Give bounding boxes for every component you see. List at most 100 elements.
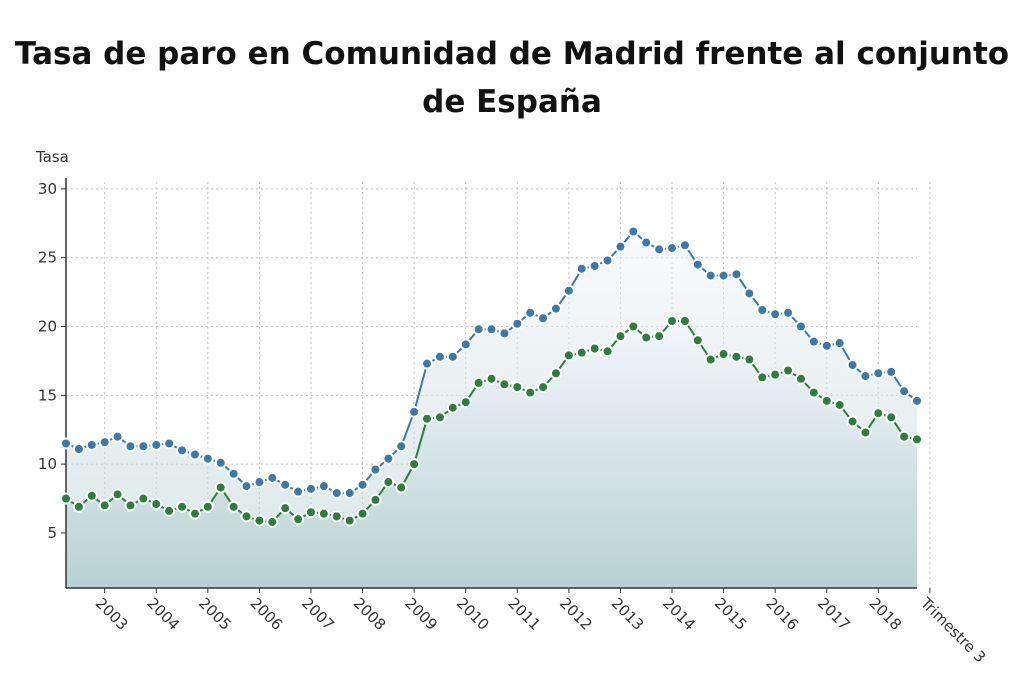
madrid-point [666,315,679,328]
madrid-point [240,510,253,523]
x-tick-label: 2005 [195,594,235,634]
madrid-point [730,350,743,363]
x-tick-label: Trimestre 3 [916,593,989,666]
spain-point [150,438,163,451]
madrid-point [717,348,730,361]
x-tick-label: 2010 [453,594,493,634]
y-axis-ticks: 5 10 15 20 25 30 [38,180,66,542]
madrid-point [511,381,524,394]
madrid-point [446,401,459,414]
spain-point [408,405,421,418]
series-points [60,225,923,528]
madrid-point [575,346,588,359]
madrid-point [756,371,769,384]
spain-point [717,269,730,282]
madrid-point [395,481,408,494]
x-tick-label: 2018 [865,594,905,634]
spain-point [846,359,859,372]
spain-point [730,268,743,281]
spain-point [898,385,911,398]
x-tick-label: 2007 [298,594,338,634]
x-tick-label: 2015 [711,594,751,634]
madrid-point [601,345,614,358]
x-tick-label: 2014 [659,594,699,634]
spain-point [472,323,485,336]
madrid-point [292,513,305,526]
spain-point [111,430,124,443]
spain-point [266,471,279,484]
madrid-point [898,430,911,443]
spain-point [446,350,459,363]
madrid-point [343,514,356,527]
y-tick-label: 15 [38,386,57,404]
x-tick-label: 2008 [350,594,390,634]
madrid-point [111,488,124,501]
madrid-point [266,515,279,528]
spain-point [176,444,189,457]
madrid-point [846,415,859,428]
spain-point [188,448,201,461]
madrid-point [98,499,111,512]
madrid-point [459,396,472,409]
y-tick-label: 30 [38,180,57,198]
madrid-point [382,476,395,489]
madrid-point [433,411,446,424]
x-tick-label: 2012 [556,594,596,634]
spain-point [421,357,434,370]
x-tick-label: 2013 [608,594,648,634]
madrid-point [317,507,330,520]
y-tick-label: 5 [47,524,57,542]
spain-point [459,338,472,351]
madrid-point [872,407,885,420]
y-tick-label: 20 [38,318,57,336]
y-tick-label: 25 [38,249,57,267]
spain-point [911,394,923,407]
spain-point [485,323,498,336]
madrid-point [137,492,150,505]
madrid-point [304,506,317,519]
spain-point [343,487,356,500]
madrid-point [524,386,537,399]
madrid-point [640,331,653,344]
madrid-point [85,489,98,502]
spain-point [330,487,343,500]
madrid-point [356,507,369,520]
spain-point [498,327,511,340]
spain-point [691,258,704,271]
madrid-point [653,330,666,343]
madrid-point [911,433,923,446]
spain-point [537,312,550,325]
madrid-point [743,353,756,366]
spain-point [124,440,137,453]
madrid-point [72,500,85,513]
spain-point [653,243,666,256]
spain-point [201,452,214,465]
madrid-point [549,367,562,380]
spain-point [575,262,588,275]
spain-point [240,480,253,493]
spain-point [369,463,382,476]
madrid-point [833,398,846,411]
spain-point [72,442,85,455]
chart-title: Tasa de paro en Comunidad de Madrid fren… [14,36,1010,120]
x-axis-ticks: 2003 2004 2005 2006 2007 2008 2009 2010 2011 2012… [92,588,989,666]
spain-point [640,236,653,249]
madrid-point [201,500,214,513]
spain-point [678,239,691,252]
spain-point [382,452,395,465]
spain-point [614,240,627,253]
spain-point [872,367,885,380]
spain-point [562,284,575,297]
spain-point [524,306,537,319]
madrid-point [498,378,511,391]
spain-point [743,287,756,300]
x-tick-label: 2016 [762,594,802,634]
madrid-point [769,368,782,381]
spain-point [549,302,562,315]
spain-point [588,259,601,272]
madrid-point [562,349,575,362]
spain-point [807,335,820,348]
madrid-point [704,353,717,366]
madrid-point [807,386,820,399]
